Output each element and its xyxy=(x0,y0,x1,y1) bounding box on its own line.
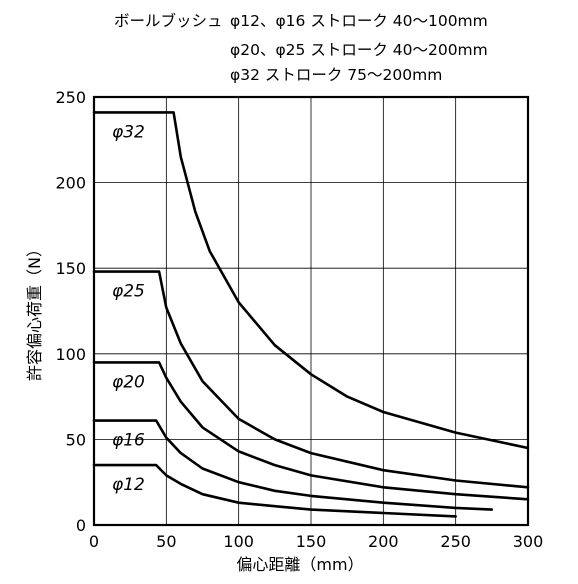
series-lines xyxy=(92,111,530,518)
y-tick-label-4: 200 xyxy=(55,174,86,193)
series-line-1 xyxy=(92,270,530,489)
y-tick-label-5: 250 xyxy=(55,88,86,107)
header-line-2: φ20、φ25 ストローク 40〜200mm xyxy=(230,41,488,59)
series-line-0 xyxy=(92,111,530,450)
series-line-3 xyxy=(92,419,494,511)
series-labels: φ32 φ25 φ20 φ16 φ12 xyxy=(112,122,145,495)
x-tick-label-2: 100 xyxy=(223,532,254,551)
series-label-3: φ16 xyxy=(112,431,145,451)
series-label-2: φ20 xyxy=(112,372,145,392)
x-tick-label-4: 200 xyxy=(368,532,399,551)
series-line-2 xyxy=(92,361,530,501)
header-label: ボールブッシュ xyxy=(114,11,223,30)
x-axis-label: 偏心距離（mm） xyxy=(236,555,363,574)
y-tick-label-3: 150 xyxy=(55,259,86,278)
series-line-4 xyxy=(92,463,457,518)
x-tick-label-3: 150 xyxy=(296,532,327,551)
y-tick-label-2: 100 xyxy=(55,345,86,364)
header-line-1: φ12、φ16 ストローク 40〜100mm xyxy=(230,12,488,30)
grid-lines xyxy=(94,97,528,525)
plot-frame xyxy=(92,95,530,527)
y-axis-label: 許容偏心荷重（N） xyxy=(25,241,44,381)
header-line-3: φ32 ストローク 75〜200mm xyxy=(230,66,442,84)
series-label-0: φ32 xyxy=(112,122,145,142)
x-tick-label-0: 0 xyxy=(89,532,99,551)
x-tick-label-5: 250 xyxy=(440,532,471,551)
series-label-4: φ12 xyxy=(112,475,145,495)
x-tick-label-6: 300 xyxy=(513,532,544,551)
series-label-1: φ25 xyxy=(112,282,145,302)
y-axis-tick-labels: 0 50 100 150 200 250 xyxy=(55,88,86,535)
y-tick-label-0: 0 xyxy=(76,516,86,535)
y-tick-label-1: 50 xyxy=(66,430,86,449)
x-axis-tick-labels: 0 50 100 150 200 250 300 xyxy=(89,532,543,551)
x-tick-label-1: 50 xyxy=(156,532,176,551)
